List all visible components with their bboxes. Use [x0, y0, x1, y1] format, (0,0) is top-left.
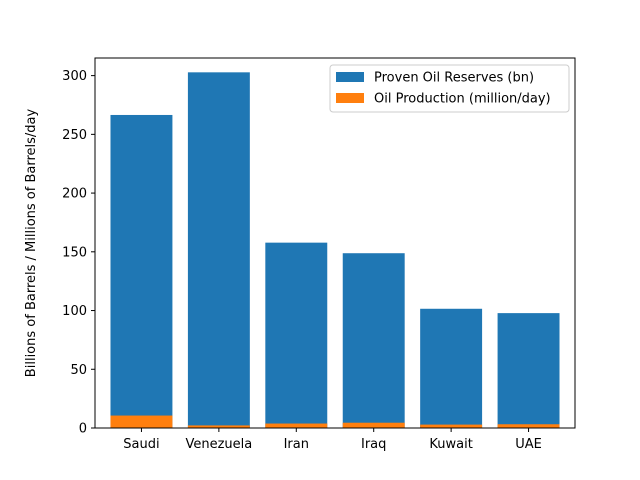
legend-entry: Oil Production (million/day): [374, 92, 551, 107]
y-tick-label: 50: [70, 363, 87, 378]
legend-swatch: [336, 72, 364, 82]
bar-production-iraq: [342, 422, 405, 428]
y-ticks-group: 0 50 100 150 200 250 300: [62, 69, 95, 437]
y-tick-label: 200: [62, 187, 87, 202]
bar-reserves-iraq: [342, 253, 405, 428]
x-ticks-group: Saudi Venezuela Iran Iraq Kuwait UAE: [123, 428, 542, 452]
bar-reserves-kuwait: [420, 308, 483, 428]
bar-reserves-uae: [497, 313, 560, 428]
x-tick-label: Venezuela: [185, 437, 252, 452]
y-axis-label: Billions of Barrels / Millions of Barrel…: [24, 109, 39, 378]
legend-entry: Proven Oil Reserves (bn): [374, 71, 534, 86]
x-tick-label: Iran: [284, 437, 309, 452]
bar-reserves-venezuela: [187, 72, 250, 428]
y-tick-label: 300: [62, 69, 87, 84]
bar-production-kuwait: [420, 424, 483, 428]
axes-group: [94, 57, 576, 429]
y-tick-label: 150: [62, 245, 87, 260]
x-tick-label: UAE: [515, 437, 542, 452]
legend-box: [329, 64, 570, 113]
y-tick-label: 250: [62, 128, 87, 143]
legend-swatch: [336, 93, 364, 103]
y-tick-label: 100: [62, 304, 87, 319]
plot-frame: [94, 57, 576, 429]
x-tick-label: Saudi: [123, 437, 159, 452]
bar-production-uae: [497, 424, 560, 428]
bar-reserves-iran: [265, 242, 328, 428]
x-tick-label: Kuwait: [429, 437, 472, 452]
bars-group: [110, 72, 560, 428]
bar-production-venezuela: [187, 425, 250, 428]
y-tick-label: 0: [79, 422, 87, 437]
bar-production-iran: [265, 423, 328, 428]
bar-production-saudi: [110, 415, 173, 428]
x-tick-label: Iraq: [361, 437, 386, 452]
legend: Proven Oil Reserves (bn) Oil Production (…: [329, 64, 570, 113]
bar-reserves-saudi: [110, 114, 173, 428]
